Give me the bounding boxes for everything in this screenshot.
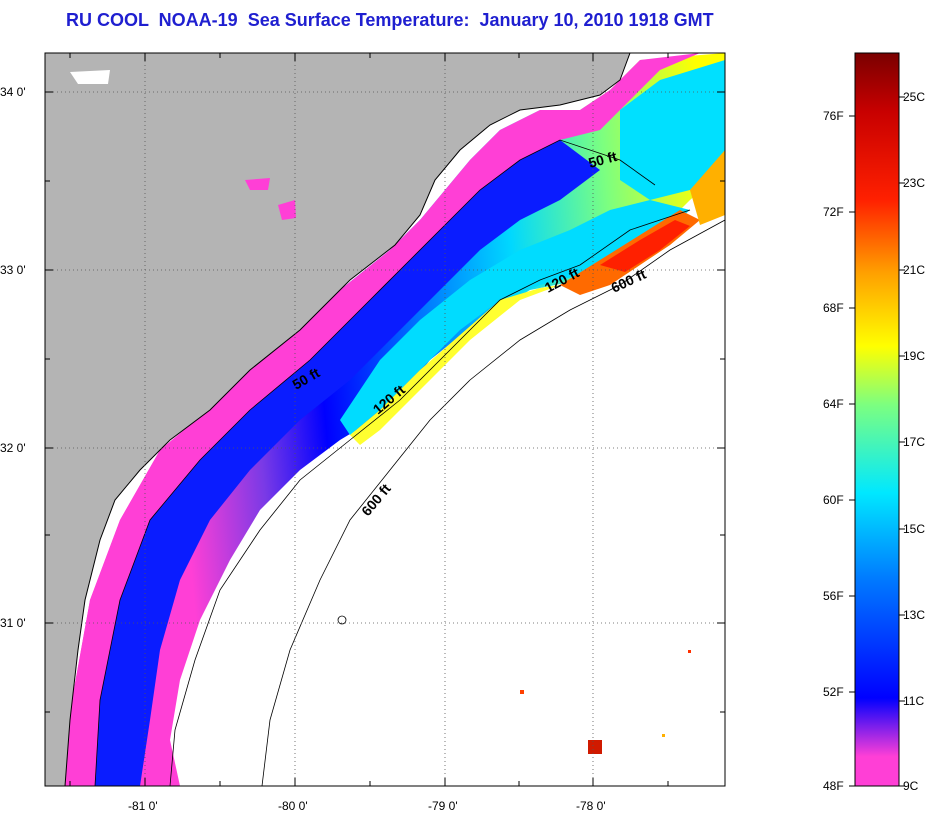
frame-ticks [45, 53, 725, 786]
isobath-600ft [261, 219, 725, 786]
sst-shelf-edge-warm [350, 285, 560, 445]
lon-label-78: -78 0' [576, 799, 606, 813]
colorbar-c-15: 15C [903, 522, 925, 536]
colorbar-f-76: 76F [823, 109, 844, 123]
contour-label-50ft-north: 50 ft [587, 148, 619, 171]
lon-label-80: -80 0' [278, 799, 308, 813]
colorbar-f-56: 56F [823, 589, 844, 603]
map-frame [44, 52, 726, 787]
colorbar-c-9: 9C [903, 779, 919, 793]
warm-pixel-3 [688, 650, 691, 653]
lat-label-34: 34 0' [0, 85, 26, 99]
sst-northeast-cyan [620, 60, 725, 200]
graticule [45, 53, 725, 786]
shoreline [64, 53, 631, 786]
colorbar-f-68: 68F [823, 301, 844, 315]
sst-northeast-warm [690, 150, 725, 225]
map-title: RU COOL NOAA-19 Sea Surface Temperature:… [66, 10, 714, 30]
inland-lake-1 [245, 178, 270, 190]
colorbar-c-17: 17C [903, 435, 925, 449]
colorbar-f-72: 72F [823, 205, 844, 219]
warm-pixel-1 [588, 740, 602, 754]
colorbar-ticks [849, 96, 905, 787]
lat-label-33: 33 0' [0, 263, 26, 277]
colorbar-c-11: 11C [903, 694, 924, 708]
land-coastline [45, 53, 630, 786]
lon-label-81: -81 0' [128, 799, 158, 813]
colorbar-f-48: 48F [823, 779, 844, 793]
warm-pixel-4 [662, 734, 665, 737]
lon-label-79: -79 0' [428, 799, 458, 813]
inland-lake-3 [70, 70, 110, 84]
colorbar-c-19: 19C [903, 349, 925, 363]
colorbar [854, 52, 900, 787]
colorbar-c-25: 25C [903, 90, 925, 104]
colorbar-c-21: 21C [903, 263, 925, 277]
colorbar-f-60: 60F [823, 493, 844, 507]
warm-pixel-2 [520, 690, 524, 694]
colorbar-c-13: 13C [903, 608, 925, 622]
lat-label-31: 31 0' [0, 616, 26, 630]
sst-midshelf-cool [95, 140, 600, 786]
sst-gulf-stream-core [600, 220, 690, 272]
colorbar-f-52: 52F [823, 685, 844, 699]
seamount-contour [337, 615, 347, 625]
colorbar-f-64: 64F [823, 397, 844, 411]
colorbar-c-23: 23C [903, 176, 925, 190]
isobath-50ft [94, 139, 656, 786]
isobath-120ft [169, 209, 691, 786]
lat-label-32: 32 0' [0, 441, 26, 455]
inland-lake-2 [278, 200, 296, 220]
